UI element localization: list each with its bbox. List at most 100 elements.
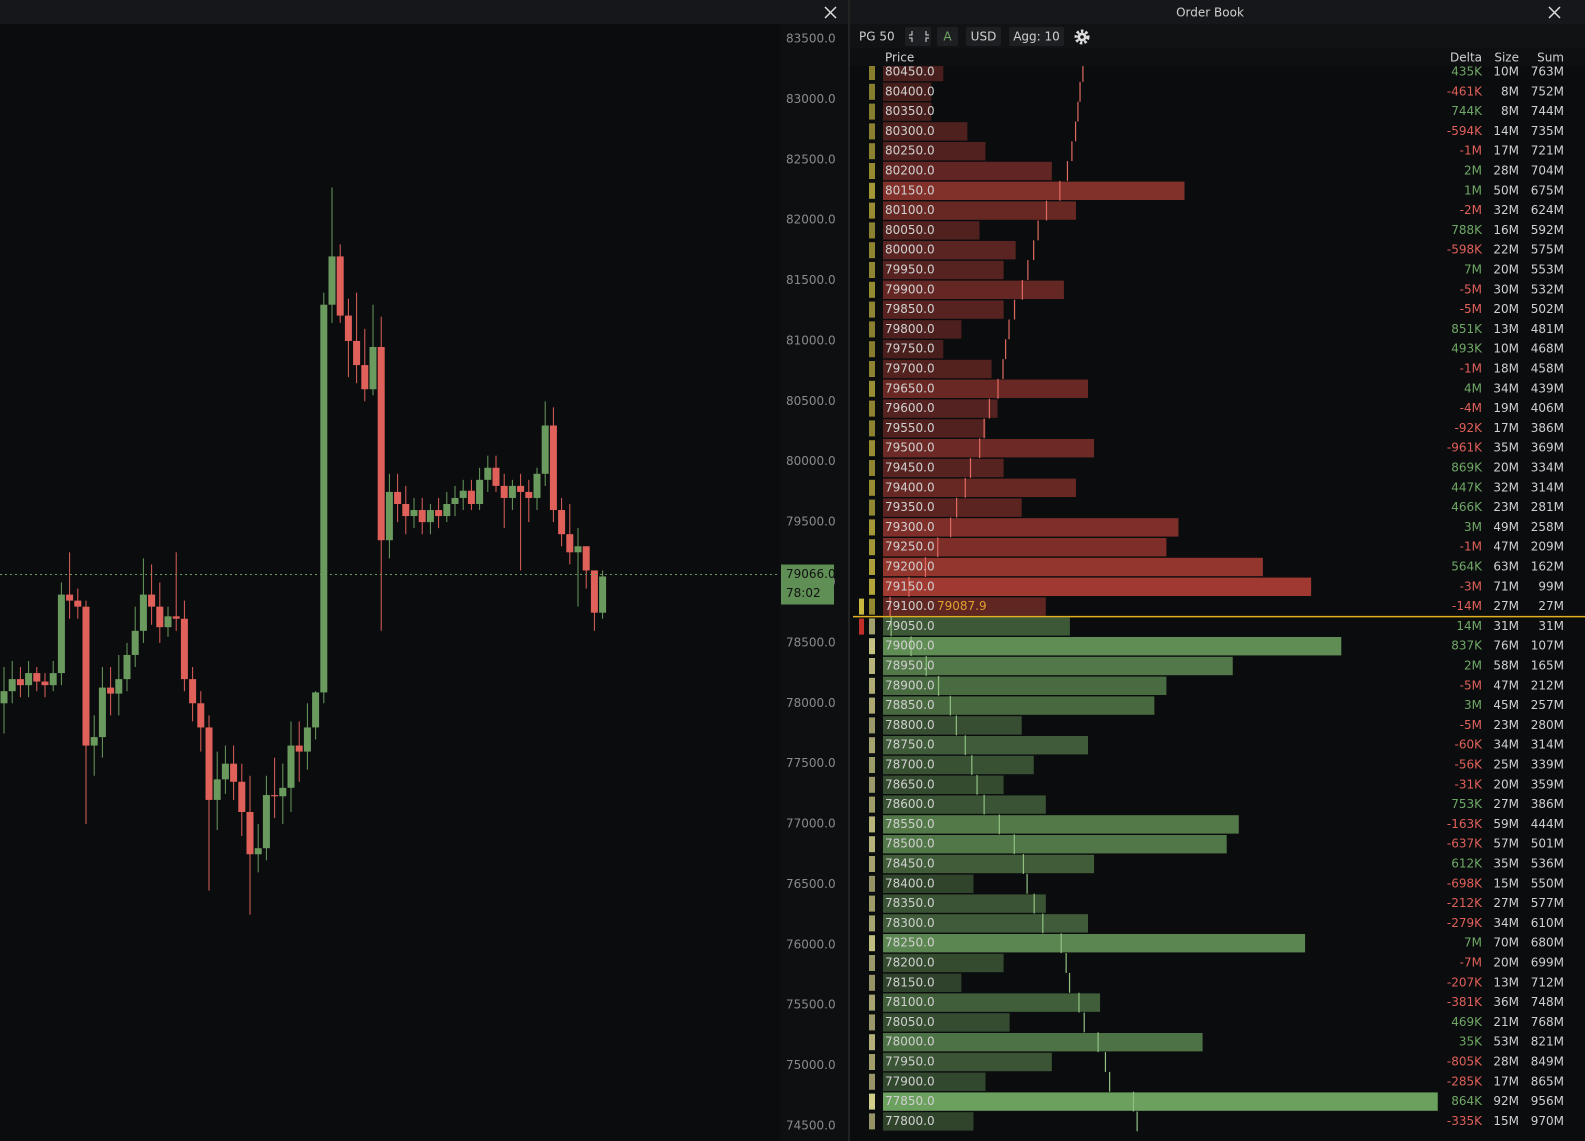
candle-body bbox=[57, 594, 65, 674]
size-bar bbox=[883, 557, 1263, 577]
size-cell: 13M bbox=[1493, 975, 1519, 989]
candle-body bbox=[90, 737, 98, 746]
current-price-label: 79066.0 bbox=[786, 567, 836, 581]
delta-cell: -698K bbox=[1447, 876, 1483, 890]
close-chart[interactable] bbox=[824, 6, 837, 19]
candle-body bbox=[164, 616, 172, 628]
sum-cell: 162M bbox=[1531, 560, 1564, 574]
marker bbox=[869, 182, 875, 199]
price-cell: 79750.0 bbox=[885, 342, 935, 356]
candle-body bbox=[394, 491, 402, 504]
sum-cell: 763M bbox=[1531, 65, 1564, 79]
size-cell: 23M bbox=[1493, 500, 1519, 514]
compact-button[interactable] bbox=[905, 27, 931, 46]
sum-cell: 712M bbox=[1531, 975, 1564, 989]
marker bbox=[869, 559, 875, 575]
candle-body bbox=[82, 606, 90, 746]
marker bbox=[869, 836, 875, 853]
price-cell: 78550.0 bbox=[885, 817, 935, 831]
size-cell: 23M bbox=[1493, 718, 1519, 732]
size-bar bbox=[883, 1013, 1010, 1032]
size-bar bbox=[883, 914, 1089, 933]
candle-body bbox=[123, 654, 131, 680]
price-cell: 80200.0 bbox=[885, 164, 935, 178]
price-cell: 79150.0 bbox=[885, 579, 935, 593]
candle-body bbox=[107, 687, 115, 694]
delta-cell: -4M bbox=[1460, 401, 1482, 415]
agg-button[interactable] bbox=[1009, 27, 1064, 46]
currency-button[interactable] bbox=[966, 27, 1001, 46]
delta-cell: -92K bbox=[1455, 421, 1484, 435]
price-cell: 79500.0 bbox=[885, 441, 935, 455]
candle-body bbox=[303, 727, 311, 752]
price-cell: 79450.0 bbox=[885, 461, 935, 475]
marker bbox=[869, 974, 875, 991]
marker bbox=[869, 123, 875, 140]
size-bar bbox=[883, 1092, 1438, 1111]
delta-cell: -335K bbox=[1447, 1114, 1483, 1128]
sum-cell: 592M bbox=[1531, 223, 1564, 237]
candle-body bbox=[467, 490, 475, 504]
gear-hole bbox=[1080, 35, 1084, 39]
candle-body bbox=[508, 485, 516, 498]
page-button[interactable]: PG 50 bbox=[859, 30, 895, 44]
candle-body bbox=[156, 606, 164, 628]
price-cell: 80050.0 bbox=[885, 223, 935, 237]
size-cell: 47M bbox=[1493, 540, 1519, 554]
size-bar bbox=[883, 161, 1052, 181]
sum-cell: 553M bbox=[1531, 263, 1564, 277]
delta-cell: -961K bbox=[1447, 441, 1483, 455]
sum-cell: 675M bbox=[1531, 183, 1564, 197]
candle-body bbox=[402, 503, 410, 517]
size-cell: 35M bbox=[1493, 857, 1519, 871]
delta-cell: -598K bbox=[1447, 243, 1483, 257]
candle-body bbox=[131, 630, 139, 655]
trade-marker-ask bbox=[859, 598, 864, 615]
price-cell: 79550.0 bbox=[885, 421, 935, 435]
size-cell: 28M bbox=[1493, 164, 1519, 178]
delta-cell: -5M bbox=[1460, 282, 1482, 296]
candle-body bbox=[41, 681, 49, 686]
size-cell: 63M bbox=[1493, 560, 1519, 574]
price-cell: 80000.0 bbox=[885, 243, 935, 257]
delta-cell: -5M bbox=[1460, 302, 1482, 316]
marker bbox=[869, 717, 875, 734]
candle-body bbox=[435, 510, 443, 517]
delta-cell: -637K bbox=[1447, 837, 1483, 851]
size-cell: 25M bbox=[1493, 758, 1519, 772]
price-tick-label: 80000.0 bbox=[786, 454, 836, 468]
size-cell: 8M bbox=[1501, 104, 1519, 118]
candle-body bbox=[230, 763, 238, 782]
candle-body bbox=[418, 510, 426, 523]
sum-cell: 768M bbox=[1531, 1015, 1564, 1029]
marker bbox=[869, 935, 875, 952]
marker bbox=[869, 143, 875, 160]
size-cell: 59M bbox=[1493, 817, 1519, 831]
size-cell: 28M bbox=[1493, 1055, 1519, 1069]
size-cell: 13M bbox=[1493, 322, 1519, 336]
size-cell: 30M bbox=[1493, 282, 1519, 296]
price-cell: 80350.0 bbox=[885, 104, 935, 118]
close-book[interactable] bbox=[1548, 6, 1561, 19]
settings-button[interactable] bbox=[1074, 29, 1090, 45]
delta-cell: 3M bbox=[1464, 698, 1482, 712]
price-cell: 78950.0 bbox=[885, 659, 935, 673]
price-cell: 77850.0 bbox=[885, 1094, 935, 1108]
marker bbox=[869, 103, 875, 120]
delta-cell: 493K bbox=[1451, 342, 1483, 356]
sum-cell: 624M bbox=[1531, 203, 1564, 217]
delta-cell: 851K bbox=[1451, 322, 1483, 336]
size-bar bbox=[883, 102, 932, 121]
marker bbox=[869, 222, 875, 239]
delta-cell: -212K bbox=[1447, 896, 1483, 910]
size-bar bbox=[883, 755, 1034, 775]
order-book: 80450.0 435K 10M 763M 80400.0 -461K 8M 752M 8035… bbox=[853, 65, 1585, 1132]
mode-button[interactable] bbox=[937, 27, 958, 46]
size-cell: 35M bbox=[1493, 441, 1519, 455]
delta-cell: 469K bbox=[1451, 1015, 1483, 1029]
delta-cell: 837K bbox=[1451, 639, 1483, 653]
size-bar bbox=[883, 419, 986, 438]
candle-body bbox=[566, 534, 574, 553]
sum-cell: 280M bbox=[1531, 718, 1564, 732]
